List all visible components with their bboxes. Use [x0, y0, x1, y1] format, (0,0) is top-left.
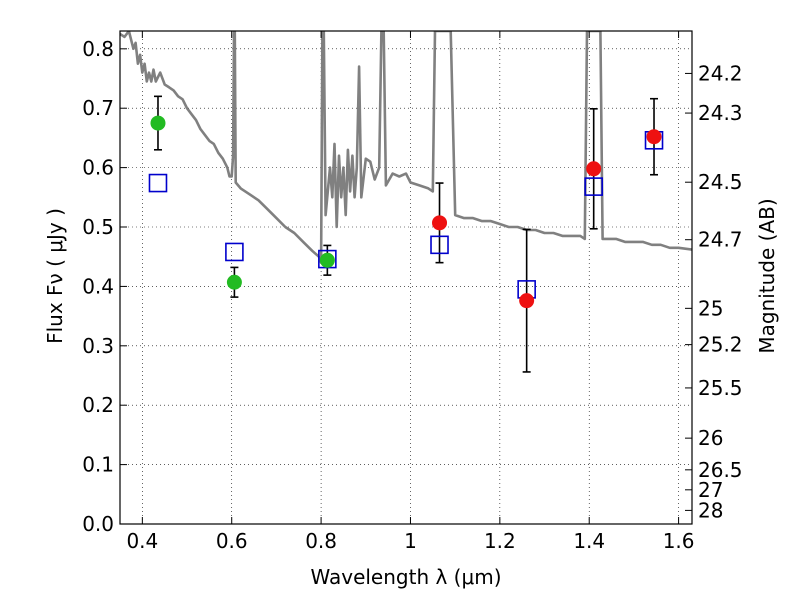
model-photometry-square [430, 235, 449, 255]
observed-flux-point [319, 252, 335, 268]
x-tick-label: 0.4 [126, 529, 158, 553]
y-tick-label: 0.0 [82, 512, 114, 536]
y-axis-label: Flux Fν ( μJy ) [43, 208, 67, 344]
mag-tick-label: 25 [698, 296, 723, 320]
y-tick-label: 0.6 [82, 156, 114, 180]
observed-flux-point [646, 129, 662, 145]
x-tick-label: 0.6 [216, 529, 248, 553]
y-tick-label: 0.3 [82, 334, 114, 358]
mag-tick-label: 24.7 [698, 228, 743, 252]
mag-tick-label: 25.5 [698, 376, 743, 400]
mag-tick-label: 28 [698, 498, 723, 522]
y-tick-label: 0.7 [82, 96, 114, 120]
y-tick-label: 0.2 [82, 393, 114, 417]
x-tick-label: 1.2 [484, 529, 516, 553]
model-photometry-square [584, 177, 603, 196]
x-tick-label: 1 [404, 529, 417, 553]
mag-tick-label: 26.5 [698, 458, 743, 482]
x-tick-label: 0.8 [305, 529, 337, 553]
plot-frame [119, 30, 693, 525]
mag-tick-label: 25.2 [698, 333, 743, 357]
mag-tick-label: 24.3 [698, 101, 743, 125]
y-tick-label: 0.4 [82, 274, 114, 298]
data-points-layer [148, 95, 664, 373]
observed-flux-point [519, 293, 535, 309]
mag-tick-label: 27 [698, 478, 723, 502]
grid-lines [120, 31, 692, 525]
y-tick-label: 0.1 [82, 453, 114, 477]
y-tick-label: 0.8 [82, 37, 114, 61]
model-photometry-square [148, 173, 168, 193]
model-spectrum-layer [120, 31, 692, 264]
x-tick-label: 1.6 [663, 529, 695, 553]
x-tick-label: 1.4 [573, 529, 605, 553]
mag-tick-label: 24.2 [698, 61, 743, 85]
mag-tick-label: 24.5 [698, 170, 743, 194]
axis-ticks: 0.4 0.6 0.8 1 1.2 1.4 1.6 0.0 0.1 0.2 0.3 0.4 0.5 0.6… [82, 31, 743, 553]
x-axis-label: Wavelength λ (μm) [310, 565, 501, 589]
observed-flux-point [226, 274, 242, 290]
model-spectrum-line [120, 31, 692, 264]
y-axis-right-label: Magnitude (AB) [755, 198, 779, 353]
observed-flux-point [586, 161, 602, 177]
observed-flux-point [150, 115, 166, 131]
observed-flux-point [432, 215, 448, 231]
y-tick-label: 0.5 [82, 215, 114, 239]
mag-tick-label: 26 [698, 426, 723, 450]
model-photometry-square [225, 242, 244, 262]
